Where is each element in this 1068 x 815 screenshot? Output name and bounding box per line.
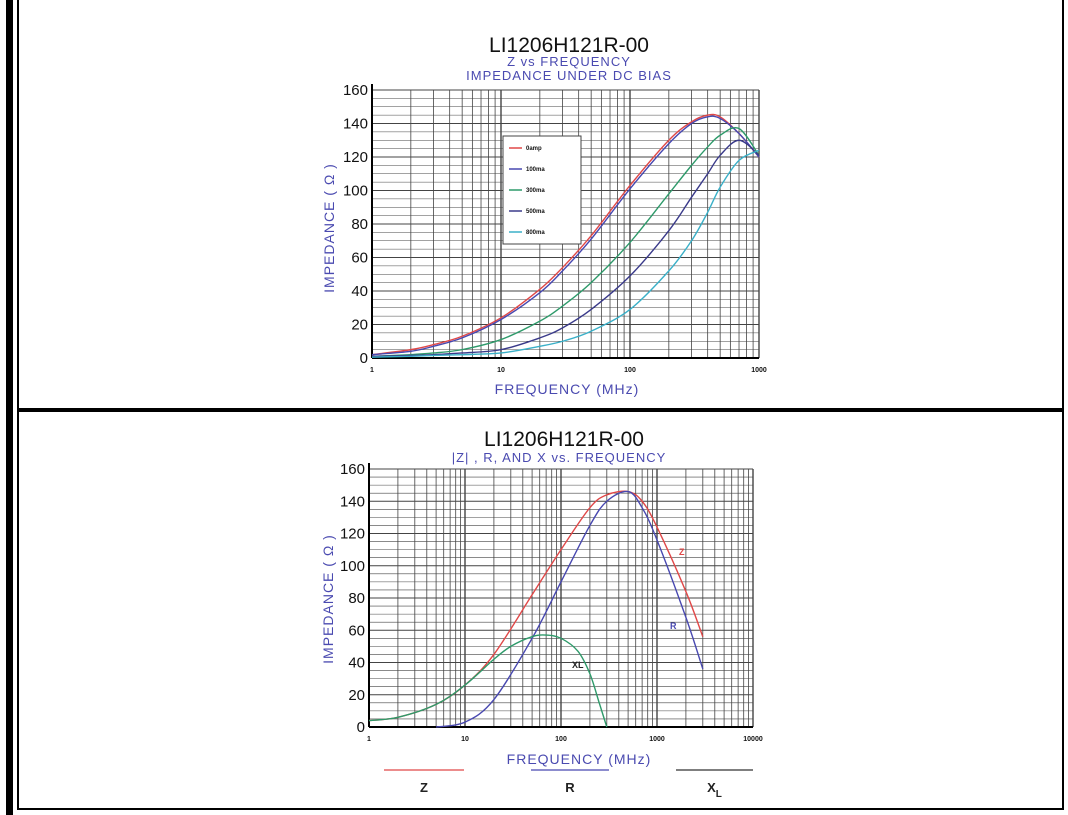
- y-axis-label: IMPEDANCE ( Ω ): [321, 163, 337, 293]
- bottom-legend-label: XL: [707, 780, 722, 800]
- axis-ticks: 0 20 40 60 80 100 120 140 160 1 10 100 1000 10000: [340, 461, 763, 743]
- y-tick-label: 120: [340, 526, 365, 543]
- legend-label: 100ma: [526, 167, 545, 173]
- x-tick-label: 1000: [649, 736, 665, 743]
- y-tick-label: 160: [340, 461, 365, 478]
- series-line-300ma: [371, 127, 760, 358]
- bottom-legend: Z R XL: [384, 769, 753, 800]
- series-lines: [371, 113, 760, 358]
- y-tick-label: 0: [357, 719, 365, 736]
- series-line-800ma: [371, 149, 760, 358]
- y-tick-label: 20: [351, 317, 368, 334]
- curve-label-xl: XL: [572, 660, 584, 670]
- x-tick-label: 10: [497, 367, 505, 374]
- series-line-r: [435, 490, 704, 728]
- legend-label: 300ma: [526, 188, 545, 194]
- x-tick-label: 1000: [751, 367, 767, 374]
- y-tick-label: 120: [343, 149, 368, 166]
- y-tick-label: 60: [348, 622, 365, 639]
- chart-subtitle: |Z| , R, AND X vs. FREQUENCY: [452, 450, 667, 465]
- y-tick-label: 20: [348, 687, 365, 704]
- x-axis-label: FREQUENCY (MHz): [507, 751, 652, 767]
- series-line-100ma: [371, 115, 760, 356]
- x-tick-label: 1: [370, 367, 374, 374]
- chart-subtitle-2: IMPEDANCE UNDER DC BIAS: [466, 68, 672, 83]
- legend-label: 800ma: [526, 230, 545, 236]
- y-tick-label: 100: [343, 183, 368, 200]
- bottom-legend-label: Z: [420, 780, 428, 795]
- y-tick-label: 40: [351, 283, 368, 300]
- chart-panel-dc-bias: LI1206H121R-00 Z vs FREQUENCY IMPEDANCE …: [17, 0, 1064, 410]
- y-tick-label: 40: [348, 655, 365, 672]
- x-tick-label: 100: [555, 736, 567, 743]
- series-lines: [368, 490, 704, 728]
- y-tick-label: 0: [360, 350, 368, 367]
- y-tick-label: 140: [340, 493, 365, 510]
- curve-labels: Z R XL: [572, 547, 685, 670]
- y-tick-label: 140: [343, 116, 368, 133]
- chart-panel-z-r-x: LI1206H121R-00 |Z| , R, AND X vs. FREQUE…: [17, 410, 1064, 810]
- legend-label: 500ma: [526, 209, 545, 215]
- x-tick-label: 100: [624, 367, 636, 374]
- bottom-legend-label: R: [565, 780, 575, 795]
- x-tick-label: 1: [367, 736, 371, 743]
- y-tick-label: 60: [351, 250, 368, 267]
- axis-ticks: 0 20 40 60 80 100 120 140 160 1 10 100 1000: [343, 82, 767, 374]
- dc-bias-chart: LI1206H121R-00 Z vs FREQUENCY IMPEDANCE …: [321, 34, 767, 397]
- x-axis-label: FREQUENCY (MHz): [495, 381, 640, 397]
- x-tick-label: 10000: [743, 736, 763, 743]
- grid-lines: [368, 463, 754, 728]
- series-line-500ma: [371, 139, 760, 358]
- curve-label-z: Z: [679, 547, 685, 557]
- series-line-0amp: [371, 113, 760, 356]
- legend-label: 0amp: [526, 146, 542, 152]
- z-r-x-chart: LI1206H121R-00 |Z| , R, AND X vs. FREQUE…: [320, 428, 763, 800]
- x-tick-label: 10: [461, 736, 469, 743]
- chart-title: LI1206H121R-00: [489, 34, 649, 57]
- grid-lines: [371, 84, 760, 359]
- y-tick-label: 100: [340, 558, 365, 575]
- y-tick-label: 160: [343, 82, 368, 99]
- series-line-xl: [368, 634, 608, 728]
- y-axis-label: IMPEDANCE ( Ω ): [320, 534, 336, 664]
- chart-subtitle: Z vs FREQUENCY: [507, 54, 631, 69]
- left-border-bar: [6, 0, 13, 815]
- chart-title: LI1206H121R-00: [484, 428, 644, 451]
- curve-label-r: R: [670, 621, 677, 631]
- legend: 0amp 100ma 300ma 500ma 800ma: [502, 135, 582, 245]
- y-tick-label: 80: [351, 216, 368, 233]
- y-tick-label: 80: [348, 590, 365, 607]
